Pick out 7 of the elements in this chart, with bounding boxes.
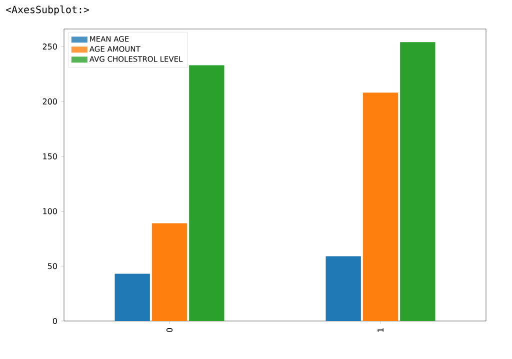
- bar: [152, 223, 188, 321]
- bar: [114, 274, 150, 321]
- bar: [400, 42, 436, 321]
- bar: [326, 256, 361, 321]
- bar: [362, 92, 398, 321]
- bar: [189, 65, 224, 321]
- text: <AxesSubplot:>: [6, 6, 90, 16]
